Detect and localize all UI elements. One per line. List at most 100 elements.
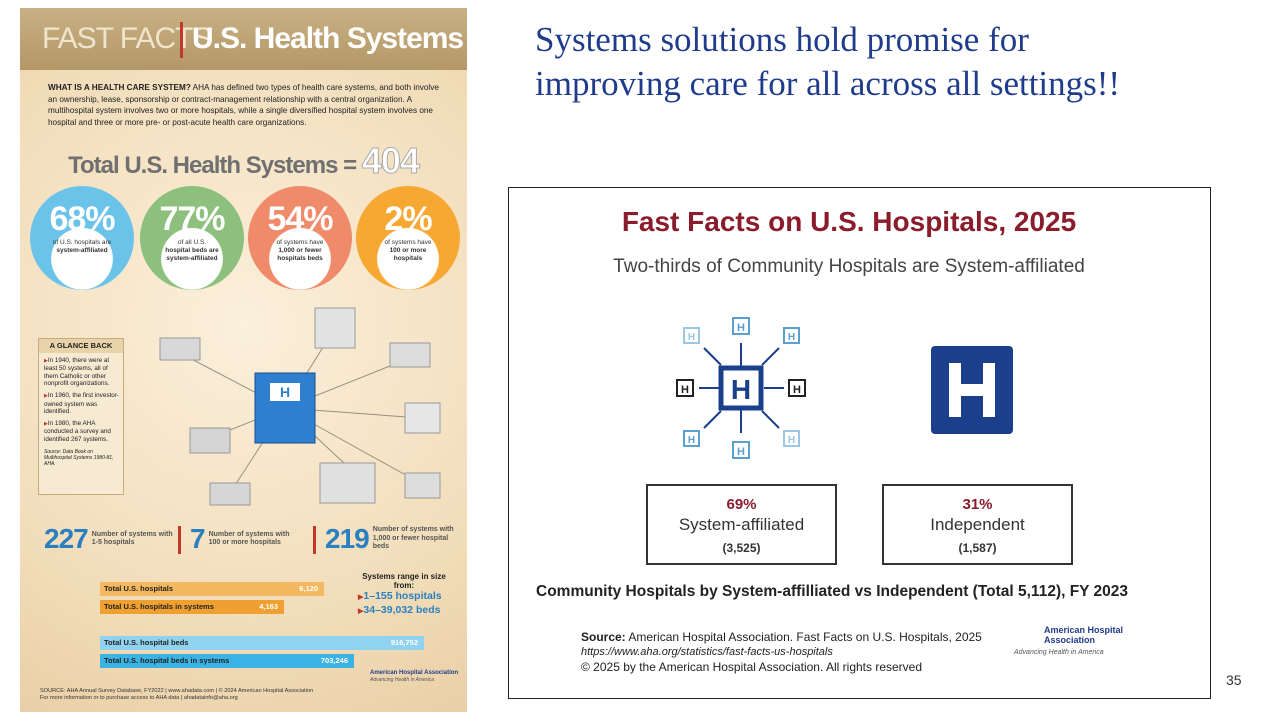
stat-text: of U.S. hospitals are [52,239,112,246]
box-label: System-affiliated [678,515,805,534]
bar: Total U.S. hospitals 6,120 [100,582,324,596]
intro-lead: WHAT IS A HEALTH CARE SYSTEM? [48,83,191,92]
svg-text:H: H [280,384,290,400]
svg-text:H: H [731,374,751,405]
stat-circle: 54% of systems have 1,000 or fewer hospital… [248,186,352,290]
bar-label: Total U.S. hospitals in systems [104,602,214,611]
logo-name: American Hospital Association [370,670,459,676]
stat-box: 69% System-affiliated (3,525) [646,484,837,565]
city-illustration: H [159,307,441,506]
count-value: 7 [190,523,206,554]
source-text: American Hospital Association. Fast Fact… [628,630,982,644]
header-left: FAST FACTS [42,22,212,55]
glance-title: A GLANCE BACK [39,339,123,353]
svg-text:H: H [688,435,695,446]
intro: WHAT IS A HEALTH CARE SYSTEM? AHA has de… [48,82,448,128]
source-url: https://www.aha.org/statistics/fast-fact… [581,646,833,658]
count-text: Number of systems with 100 or more hospi… [208,530,290,547]
stat-circle: 2% of systems have 100 or more hospitals [356,186,460,290]
stat-text: system-affiliated [166,255,218,262]
stat-box: 31% Independent (1,587) [882,484,1073,565]
glance-item: In 1980, the AHA conducted a survey and … [44,420,119,444]
total: Total U.S. Health Systems = 404 [20,140,467,182]
buildings: H [159,307,441,506]
page-number: 35 [1226,672,1242,688]
bar-value: 6,120 [299,584,318,593]
bar-value: 916,752 [390,638,418,647]
source-line: Source: American Hospital Association. F… [581,630,982,645]
range-title: Systems range in size from: [362,572,446,590]
slide-title: Systems solutions hold promise for impro… [535,20,1121,103]
stat-text: of all U.S. [177,239,207,246]
stat-value: 77% [159,200,225,238]
total-value: 404 [361,140,420,182]
count-value: 227 [44,523,89,554]
count-text: Number of systems with 1-5 hospitals [91,530,173,547]
bar-label: Total U.S. hospital beds [104,638,189,647]
svg-text:H: H [788,435,795,446]
svg-text:H: H [737,446,745,458]
big-h-icon [931,346,1013,434]
logo-name: American Hospital Association [1044,625,1124,645]
glance-item: In 1960, the first investor-owned system… [44,392,119,416]
bar-value: 4,163 [259,602,278,611]
bar: Total U.S. hospital beds 916,752 [100,636,424,650]
range-item: 1–155 hospitals [358,590,454,604]
panel-logo: American Hospital Association Advancing … [1014,625,1144,656]
source: SOURCE: AHA Annual Survey Database, FY20… [40,688,360,702]
stat-text: hospitals beds [277,255,323,262]
header-band [20,8,467,70]
svg-text:H: H [681,384,689,396]
stat-text: of systems have [276,239,324,246]
bar-value: 703,246 [320,656,348,665]
total-label: Total U.S. Health Systems = [68,152,357,179]
panel-source: Source: American Hospital Association. F… [581,630,982,675]
box-count: (3,525) [722,541,761,555]
stat-circle: 68% of U.S. hospitals are system-affiliate… [30,186,134,290]
svg-text:H: H [793,384,801,396]
count-value: 219 [325,523,370,554]
source-text: SOURCE: AHA Annual Survey Database, FY20… [40,688,314,694]
glance-back: A GLANCE BACK In 1940, there were at leas… [38,338,124,495]
count: 227 Number of systems with 1-5 hospitals [44,523,180,559]
count: 7 Number of systems with 100 or more hosp… [190,523,297,559]
svg-text:H: H [688,332,695,343]
stat-text: of systems have [384,239,432,246]
logo: American Hospital Association Advancing … [370,670,460,683]
intro-text: AHA has defined two types of health care… [48,83,439,127]
panel-title: Fast Facts on U.S. Hospitals, 2025 [621,206,1077,237]
range: Systems range in size from:1–155 hospita… [354,572,454,618]
box-label: Independent [930,515,1025,534]
stat-text: hospitals [393,255,423,262]
bar: Total U.S. hospital beds in systems 703,2… [100,654,354,668]
panel: Fast Facts on U.S. Hospitals, 2025 Two-t… [508,187,1211,699]
stat-value: 2% [384,200,432,238]
glance-source: Source: Data Book on Multihospital Syste… [44,448,114,467]
more-info: For more information or to purchase acce… [40,695,238,701]
bar-label: Total U.S. hospital beds in systems [104,656,230,665]
logo-tagline: Advancing Health in America [1014,649,1104,656]
count: 219 Number of systems with 1,000 or fewer… [325,523,461,559]
range-item: 34–39,032 beds [358,604,454,618]
svg-text:H: H [788,332,795,343]
caption: Community Hospitals by System-affilliate… [536,583,1129,600]
stat-text: hospital beds are [165,247,219,254]
logo-tagline: Advancing Health in America [370,677,435,683]
copyright: © 2025 by the American Hospital Associat… [581,660,923,674]
glance-item: In 1940, there were at least 50 systems,… [44,357,119,388]
stat-value: 68% [49,200,115,238]
spokes [699,343,784,433]
stat-value: 54% [267,200,333,238]
stat-text: system-affiliated [56,247,108,254]
count-divider [178,526,181,554]
box-percent: 69% [726,496,757,513]
hospital-icons: H H H H H H H H H [676,317,1013,459]
count-text: Number of systems with 1,000 or fewer ho… [372,526,454,551]
stat-text: 1,000 or fewer [278,247,322,254]
header-right: U.S. Health Systems [192,22,464,55]
panel-subtitle: Two-thirds of Community Hospitals are Sy… [613,256,1085,277]
infographic: FAST FACTS U.S. Health Systems WHAT IS A… [20,8,467,712]
small-h-icons: H H H H H H H H H [676,317,806,459]
count-divider [313,526,316,554]
